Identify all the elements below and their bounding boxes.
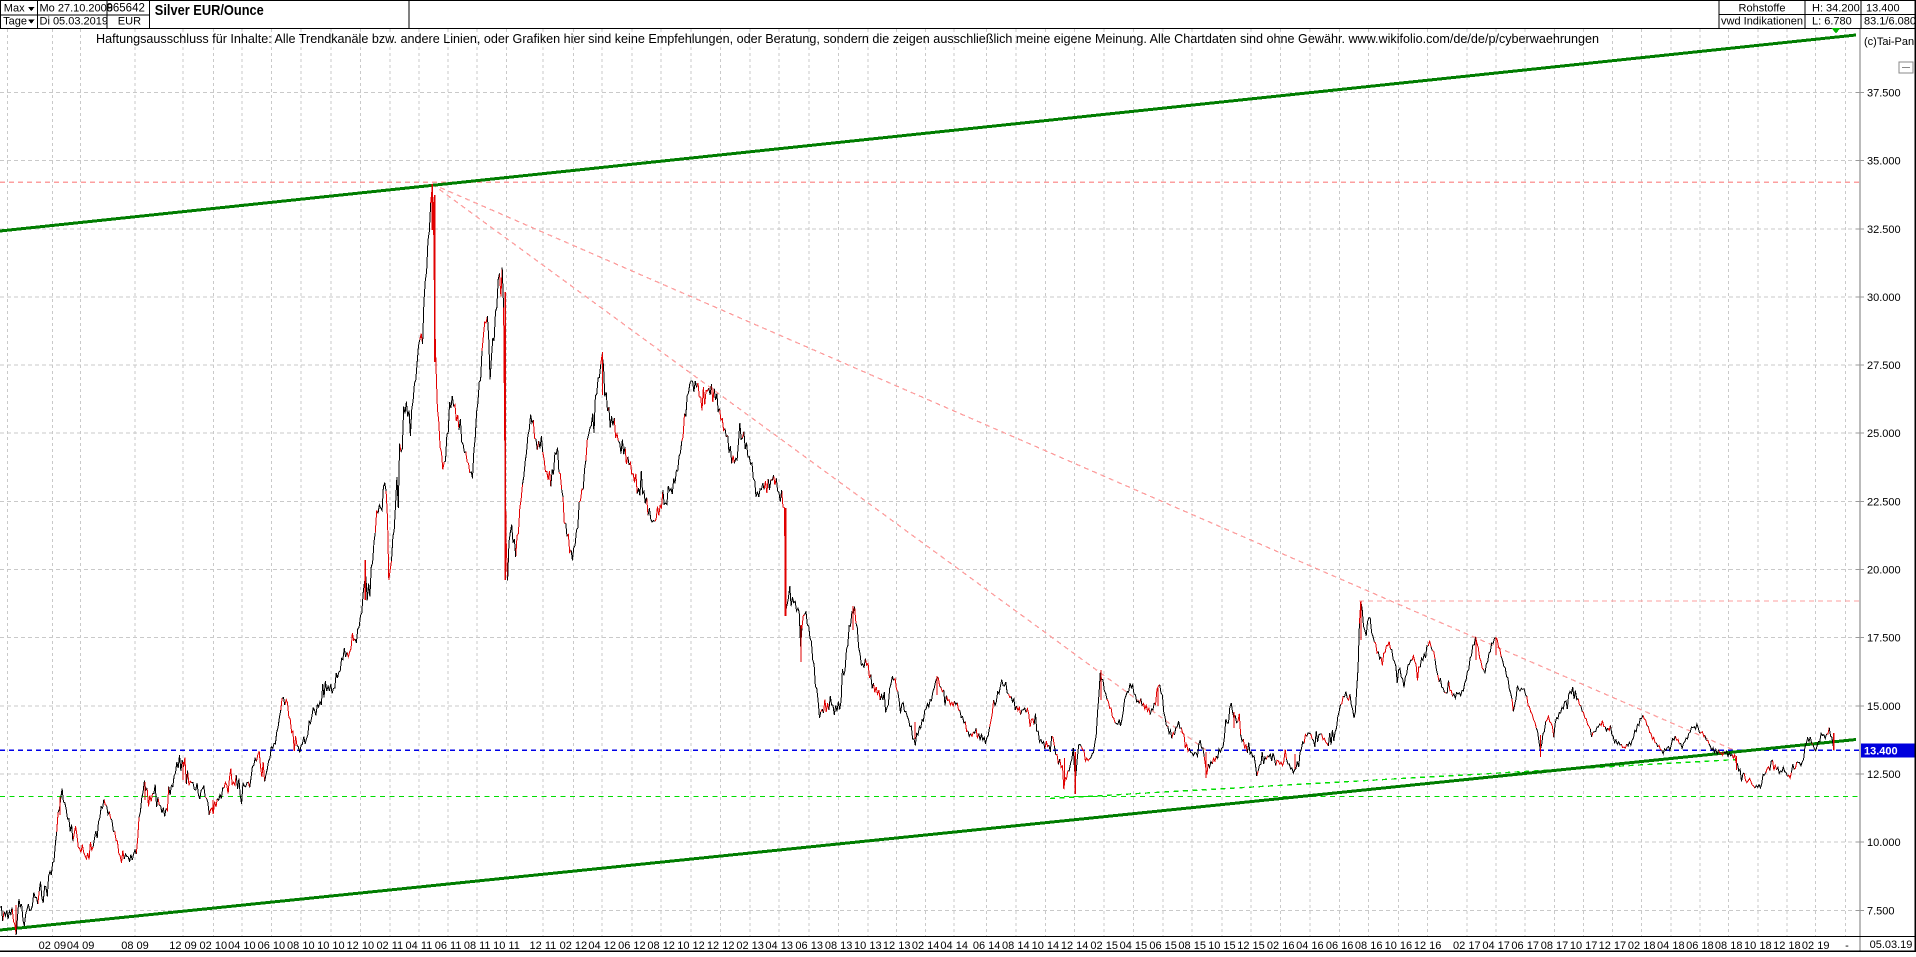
svg-text:10.000: 10.000 bbox=[1867, 837, 1901, 849]
svg-text:Silver EUR/Ounce: Silver EUR/Ounce bbox=[155, 2, 264, 19]
svg-text:83.1/6.080: 83.1/6.080 bbox=[1864, 16, 1916, 28]
svg-text:12 09: 12 09 bbox=[169, 940, 197, 952]
svg-text:06 10: 06 10 bbox=[258, 940, 286, 952]
svg-text:10 15: 10 15 bbox=[1208, 940, 1236, 952]
svg-text:12 11: 12 11 bbox=[530, 940, 557, 952]
svg-text:13.400: 13.400 bbox=[1866, 2, 1900, 14]
svg-text:04 13: 04 13 bbox=[765, 940, 793, 952]
svg-text:965642: 965642 bbox=[107, 2, 145, 14]
svg-text:12 13: 12 13 bbox=[883, 940, 911, 952]
svg-text:L: 6.780: L: 6.780 bbox=[1812, 16, 1852, 28]
svg-text:7.500: 7.500 bbox=[1867, 905, 1895, 917]
svg-text:02 10: 02 10 bbox=[200, 940, 228, 952]
svg-text:15.000: 15.000 bbox=[1867, 701, 1901, 713]
svg-text:-: - bbox=[1845, 940, 1849, 952]
svg-text:vwd Indikationen: vwd Indikationen bbox=[1721, 16, 1803, 28]
svg-text:08 13: 08 13 bbox=[825, 940, 853, 952]
svg-text:Di 05.03.2019: Di 05.03.2019 bbox=[40, 16, 109, 28]
svg-text:04 11: 04 11 bbox=[406, 940, 433, 952]
svg-text:02 17: 02 17 bbox=[1453, 940, 1481, 952]
svg-text:10 10: 10 10 bbox=[317, 940, 345, 952]
svg-text:08 18: 08 18 bbox=[1715, 940, 1743, 952]
svg-text:12 10: 12 10 bbox=[347, 940, 375, 952]
svg-text:17.500: 17.500 bbox=[1867, 633, 1901, 645]
svg-text:04 12: 04 12 bbox=[588, 940, 616, 952]
svg-text:08 15: 08 15 bbox=[1178, 940, 1206, 952]
svg-text:13.400: 13.400 bbox=[1864, 746, 1898, 758]
svg-text:04 16: 04 16 bbox=[1296, 940, 1324, 952]
svg-text:25.000: 25.000 bbox=[1867, 428, 1901, 440]
svg-text:02 19: 02 19 bbox=[1802, 940, 1830, 952]
svg-text:02 14: 02 14 bbox=[912, 940, 940, 952]
svg-text:04 15: 04 15 bbox=[1120, 940, 1148, 952]
svg-text:06 16: 06 16 bbox=[1326, 940, 1354, 952]
svg-text:20.000: 20.000 bbox=[1867, 565, 1901, 577]
svg-text:37.500: 37.500 bbox=[1867, 88, 1901, 100]
svg-text:02 16: 02 16 bbox=[1267, 940, 1295, 952]
svg-text:EUR: EUR bbox=[118, 16, 141, 28]
svg-text:04 17: 04 17 bbox=[1482, 940, 1510, 952]
svg-text:12.500: 12.500 bbox=[1867, 769, 1901, 781]
svg-text:06 14: 06 14 bbox=[973, 940, 1001, 952]
svg-text:10 14: 10 14 bbox=[1032, 940, 1060, 952]
svg-text:08 10: 08 10 bbox=[287, 940, 315, 952]
svg-text:12 15: 12 15 bbox=[1237, 940, 1265, 952]
svg-text:02 12: 02 12 bbox=[560, 940, 588, 952]
svg-text:30.000: 30.000 bbox=[1867, 292, 1901, 304]
svg-text:08 16: 08 16 bbox=[1355, 940, 1383, 952]
svg-text:10 16: 10 16 bbox=[1385, 940, 1413, 952]
svg-text:10 17: 10 17 bbox=[1570, 940, 1598, 952]
svg-text:27.500: 27.500 bbox=[1867, 360, 1901, 372]
svg-text:10 13: 10 13 bbox=[854, 940, 882, 952]
svg-text:04 09: 04 09 bbox=[67, 940, 95, 952]
svg-text:08 11: 08 11 bbox=[464, 940, 491, 952]
svg-text:08 12: 08 12 bbox=[647, 940, 675, 952]
svg-text:04 18: 04 18 bbox=[1657, 940, 1685, 952]
svg-text:04 10: 04 10 bbox=[228, 940, 256, 952]
svg-text:10 11: 10 11 bbox=[493, 940, 520, 952]
svg-text:08 09: 08 09 bbox=[121, 940, 149, 952]
svg-text:Rohstoffe: Rohstoffe bbox=[1739, 2, 1786, 14]
svg-text:05.03.19: 05.03.19 bbox=[1870, 939, 1913, 951]
svg-text:06 13: 06 13 bbox=[795, 940, 823, 952]
svg-text:06 11: 06 11 bbox=[435, 940, 462, 952]
svg-text:02 15: 02 15 bbox=[1090, 940, 1118, 952]
svg-text:Tage: Tage bbox=[3, 16, 27, 28]
svg-text:Max: Max bbox=[4, 2, 25, 14]
svg-text:32.500: 32.500 bbox=[1867, 224, 1901, 236]
svg-text:22.500: 22.500 bbox=[1867, 496, 1901, 508]
svg-text:35.000: 35.000 bbox=[1867, 156, 1901, 168]
svg-text:Mo 27.10.2008: Mo 27.10.2008 bbox=[40, 2, 113, 14]
svg-text:12 12: 12 12 bbox=[707, 940, 735, 952]
svg-text:02 13: 02 13 bbox=[736, 940, 764, 952]
svg-text:12 17: 12 17 bbox=[1599, 940, 1627, 952]
svg-text:12 16: 12 16 bbox=[1414, 940, 1442, 952]
svg-text:06 15: 06 15 bbox=[1149, 940, 1177, 952]
svg-text:H: 34.200: H: 34.200 bbox=[1812, 2, 1860, 14]
svg-text:12 18: 12 18 bbox=[1773, 940, 1801, 952]
svg-text:08 17: 08 17 bbox=[1541, 940, 1569, 952]
svg-text:02 09: 02 09 bbox=[39, 940, 67, 952]
svg-text:(c)Tai-Pan: (c)Tai-Pan bbox=[1864, 36, 1914, 48]
svg-text:08 14: 08 14 bbox=[1002, 940, 1030, 952]
svg-text:04 14: 04 14 bbox=[940, 940, 968, 952]
svg-text:06 18: 06 18 bbox=[1686, 940, 1714, 952]
svg-text:10 12: 10 12 bbox=[677, 940, 705, 952]
svg-text:02 18: 02 18 bbox=[1628, 940, 1656, 952]
svg-text:12 14: 12 14 bbox=[1061, 940, 1089, 952]
svg-text:06 17: 06 17 bbox=[1511, 940, 1539, 952]
svg-text:Haftungsausschluss für Inhalte: Haftungsausschluss für Inhalte: Alle Tre… bbox=[96, 32, 1599, 46]
svg-text:02 11: 02 11 bbox=[376, 940, 403, 952]
svg-text:06 12: 06 12 bbox=[618, 940, 646, 952]
svg-text:10 18: 10 18 bbox=[1744, 940, 1772, 952]
